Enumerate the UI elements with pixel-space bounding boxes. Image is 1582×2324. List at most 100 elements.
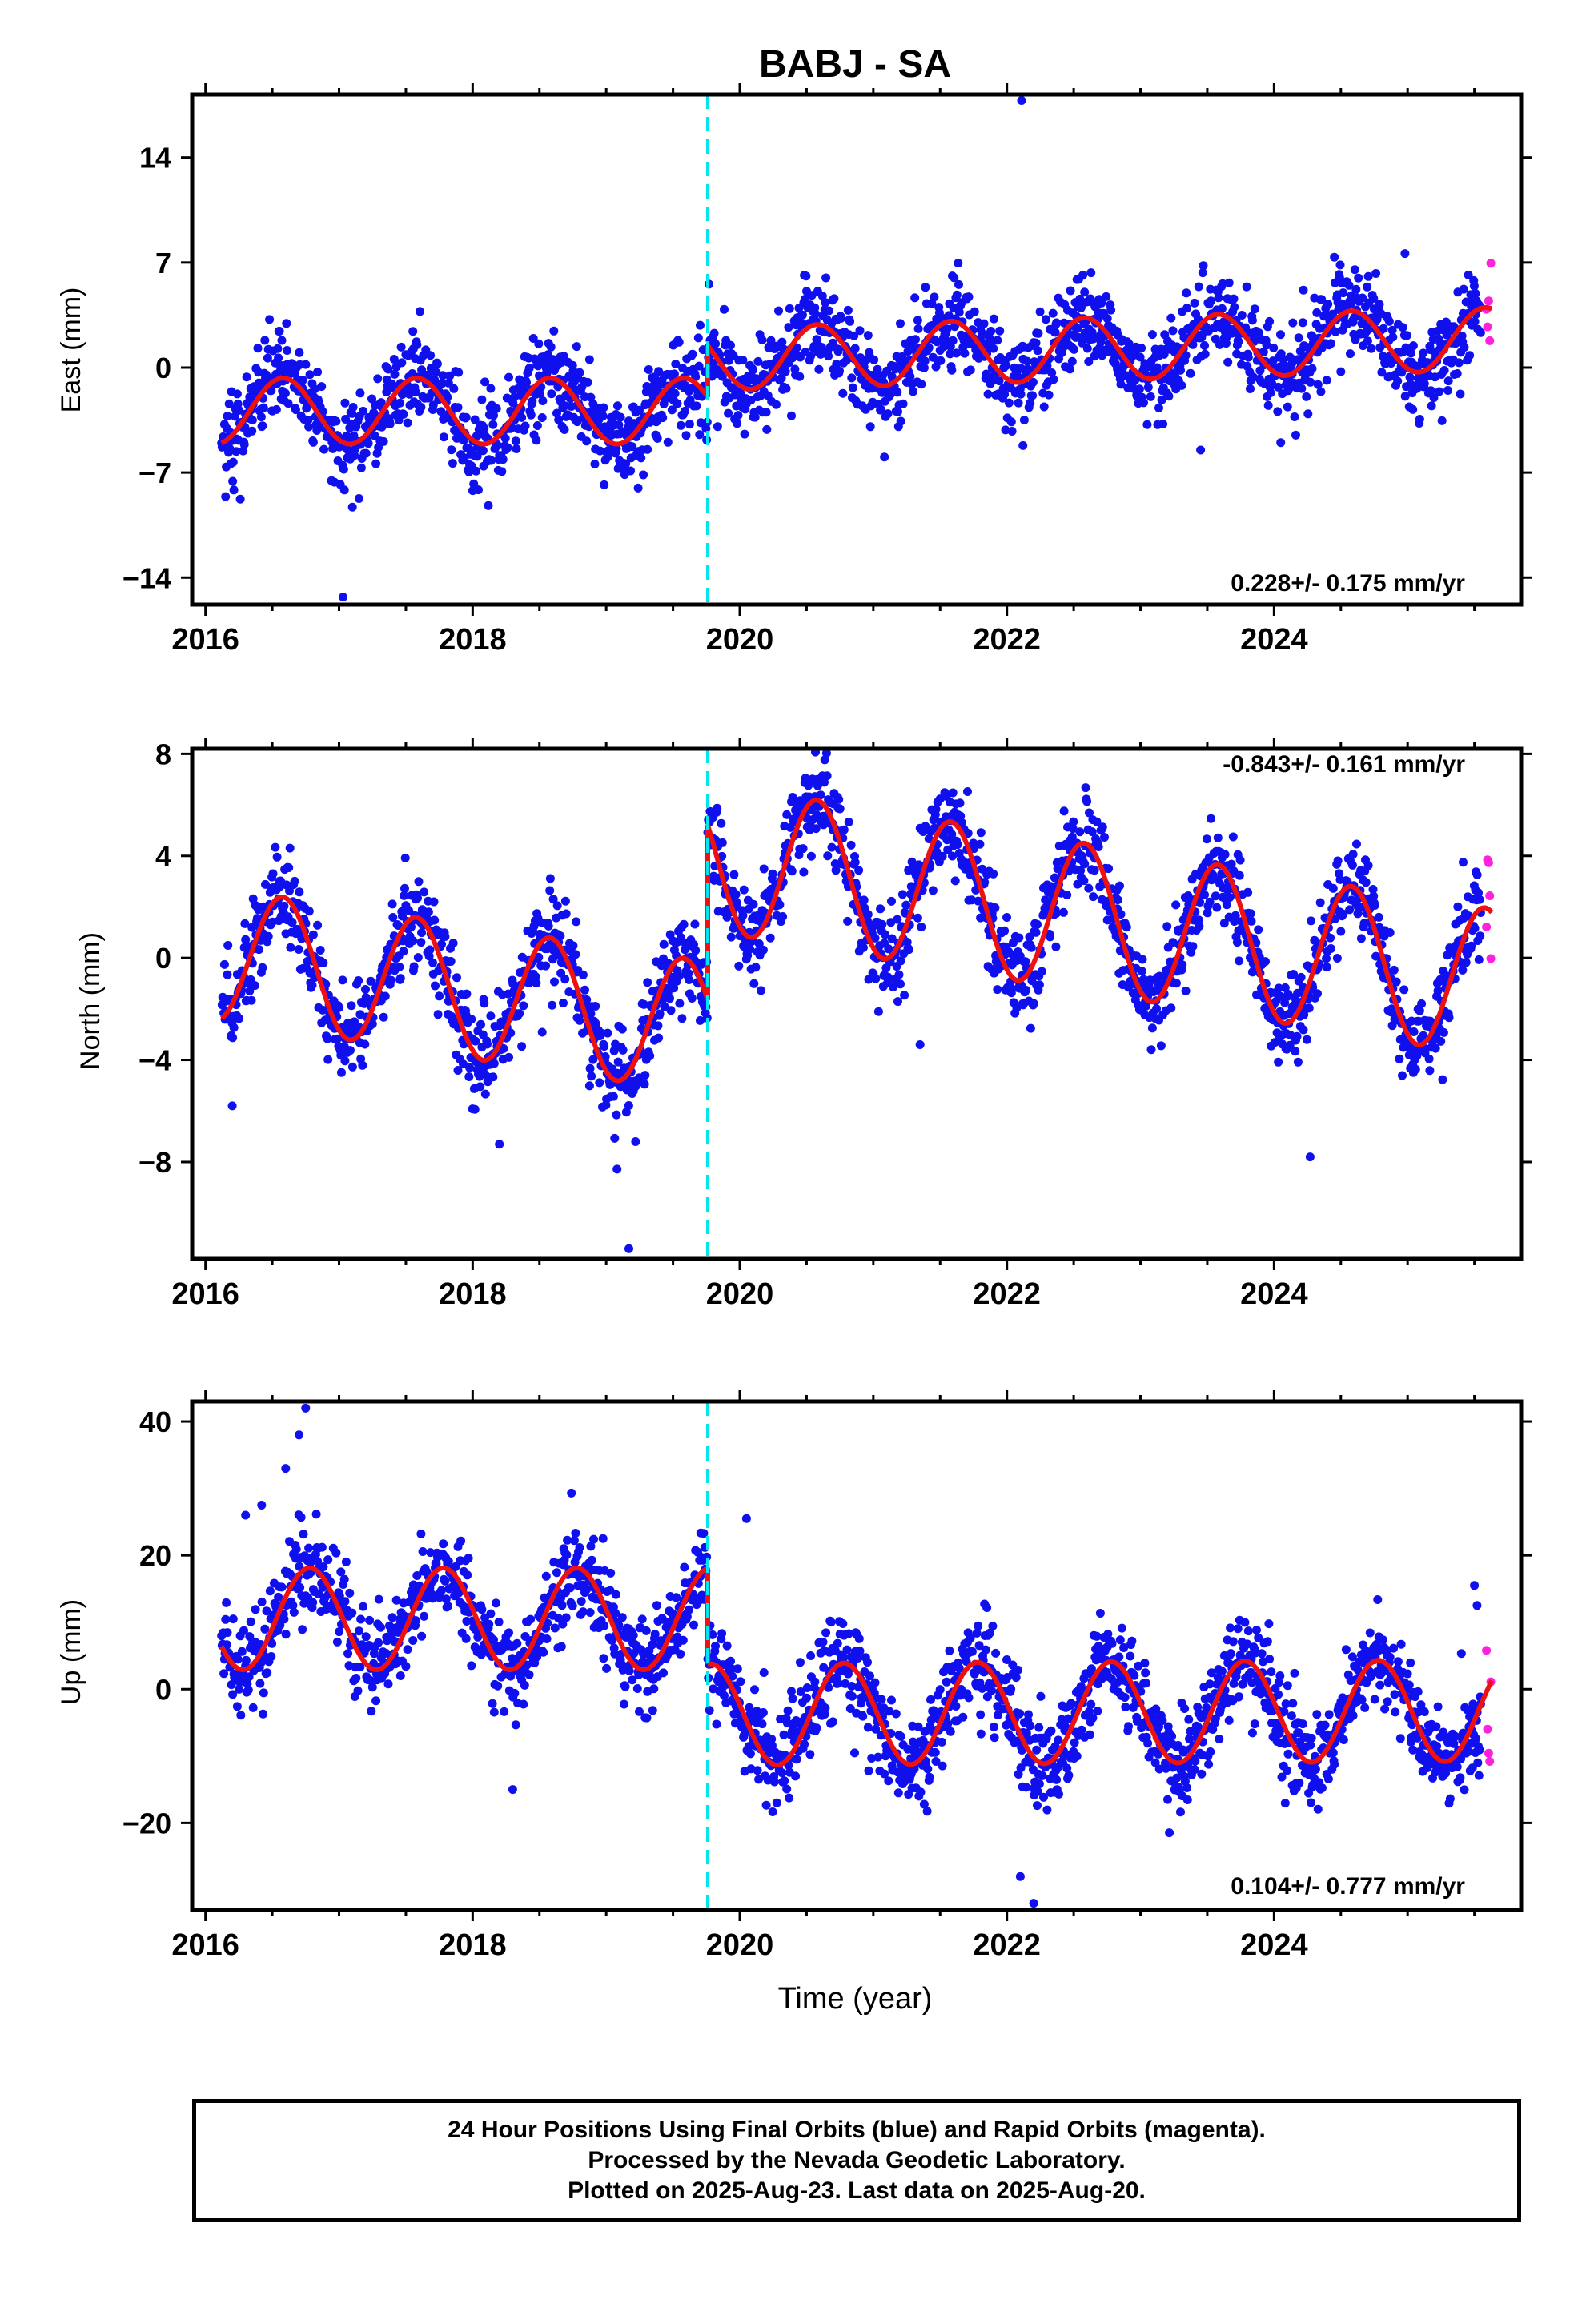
north-point bbox=[1002, 913, 1011, 922]
chart-title: BABJ - SA bbox=[759, 43, 951, 86]
east-point bbox=[733, 411, 743, 420]
up-point bbox=[396, 1671, 405, 1680]
north-point bbox=[1205, 897, 1215, 907]
north-point bbox=[1292, 1031, 1302, 1041]
east-point bbox=[1229, 294, 1239, 304]
north-point bbox=[1052, 908, 1062, 918]
north-point bbox=[431, 981, 440, 991]
east-point bbox=[489, 411, 498, 420]
east-point bbox=[283, 399, 293, 408]
north-point bbox=[1094, 842, 1103, 851]
up-rate-label: 0.104+/- 0.777 mm/yr bbox=[1231, 1873, 1465, 1900]
north-point bbox=[219, 959, 229, 969]
east-point bbox=[1263, 400, 1273, 410]
up-point bbox=[289, 1607, 299, 1617]
north-point bbox=[476, 1019, 485, 1029]
north-point bbox=[896, 956, 905, 966]
east-point bbox=[1316, 387, 1326, 396]
east-point bbox=[1398, 323, 1407, 332]
north-point bbox=[893, 997, 902, 1007]
north-point bbox=[660, 1002, 669, 1011]
north-rapid-point bbox=[1485, 891, 1495, 900]
north-point bbox=[1261, 957, 1270, 967]
east-point bbox=[271, 404, 281, 414]
east-outlier-point bbox=[468, 486, 477, 496]
east-point bbox=[694, 361, 704, 371]
east-point bbox=[232, 389, 242, 399]
up-point bbox=[233, 1655, 243, 1664]
up-point bbox=[255, 1679, 265, 1688]
up-point bbox=[241, 1655, 251, 1665]
north-point bbox=[575, 1015, 584, 1025]
east-point bbox=[843, 305, 853, 315]
up-point bbox=[512, 1638, 522, 1648]
up-point bbox=[632, 1684, 642, 1693]
up-point bbox=[571, 1529, 580, 1538]
east-point bbox=[1234, 336, 1243, 346]
north-point bbox=[816, 790, 825, 800]
north-x-tick-label: 2018 bbox=[439, 1277, 507, 1311]
north-point bbox=[901, 900, 911, 910]
east-point bbox=[850, 344, 860, 353]
up-point bbox=[635, 1707, 644, 1716]
east-point bbox=[396, 342, 406, 352]
east-point bbox=[681, 431, 691, 440]
east-point bbox=[994, 376, 1004, 386]
north-point bbox=[448, 939, 458, 948]
up-point bbox=[376, 1622, 385, 1632]
up-point bbox=[463, 1570, 472, 1580]
east-point bbox=[1200, 341, 1209, 350]
east-model-curve-2 bbox=[705, 304, 1493, 392]
north-point bbox=[517, 952, 527, 962]
north-point bbox=[582, 995, 592, 1004]
east-point bbox=[954, 259, 963, 268]
east-point bbox=[582, 436, 592, 446]
north-point bbox=[956, 811, 966, 821]
east-point bbox=[738, 356, 748, 365]
north-point bbox=[827, 842, 837, 852]
up-point bbox=[520, 1680, 529, 1690]
east-point bbox=[528, 334, 538, 343]
north-point bbox=[420, 887, 429, 897]
north-point bbox=[798, 844, 808, 854]
up-point bbox=[652, 1601, 661, 1610]
north-point bbox=[893, 915, 902, 924]
east-point bbox=[1222, 339, 1231, 348]
east-point bbox=[1142, 420, 1152, 429]
east-point bbox=[356, 463, 366, 472]
north-point bbox=[971, 885, 981, 895]
up-point bbox=[383, 1679, 393, 1689]
east-point bbox=[1377, 368, 1387, 377]
up-point bbox=[524, 1670, 534, 1679]
east-point bbox=[331, 416, 341, 426]
up-point bbox=[420, 1611, 429, 1621]
east-outlier-point bbox=[1018, 440, 1028, 450]
north-point bbox=[1000, 926, 1010, 935]
east-point bbox=[1439, 366, 1449, 375]
east-point bbox=[1335, 260, 1345, 270]
north-point bbox=[250, 981, 259, 991]
up-point bbox=[628, 1675, 637, 1685]
north-point bbox=[820, 778, 829, 787]
north-point bbox=[1098, 822, 1107, 832]
east-point bbox=[674, 337, 684, 347]
north-point bbox=[1431, 1043, 1440, 1053]
north-point bbox=[556, 931, 565, 941]
up-point bbox=[558, 1619, 568, 1629]
up-point bbox=[412, 1571, 422, 1580]
north-point bbox=[881, 930, 889, 939]
north-point bbox=[885, 975, 894, 984]
east-point bbox=[411, 388, 420, 397]
up-point bbox=[317, 1542, 327, 1552]
east-point bbox=[883, 409, 893, 419]
east-point bbox=[275, 327, 284, 336]
east-point bbox=[1354, 273, 1363, 283]
east-point bbox=[428, 400, 438, 410]
east-point bbox=[546, 342, 556, 352]
north-point bbox=[684, 969, 693, 978]
north-point bbox=[801, 774, 810, 783]
north-y-tick-label: 8 bbox=[155, 738, 171, 770]
north-frame bbox=[190, 746, 1524, 1261]
north-point bbox=[1195, 922, 1204, 931]
up-point bbox=[339, 1574, 349, 1584]
